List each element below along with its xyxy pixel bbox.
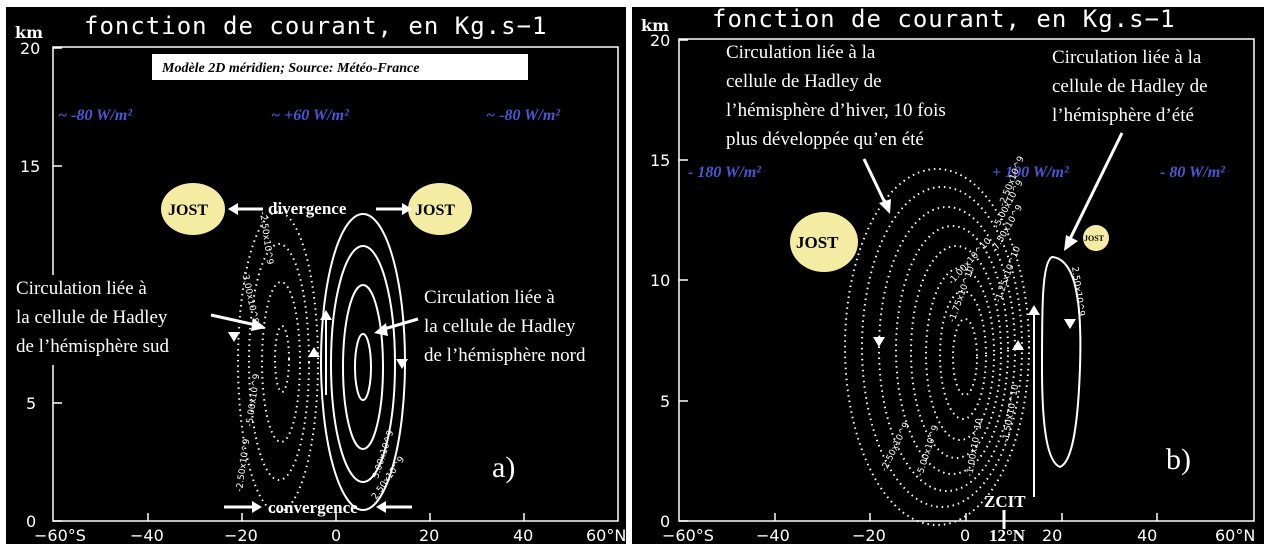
flux-b-north: - 80 W/m²	[1160, 164, 1226, 181]
convergence-label: convergence	[268, 498, 358, 517]
source-text: Modèle 2D méridien; Source: Météo-France	[161, 61, 419, 76]
note-summer-arrow	[1064, 132, 1124, 251]
panel-a-xtick-40: 40	[513, 526, 533, 544]
note-north-arrow	[374, 317, 419, 336]
note-summer-line1: Circulation liée à la	[1052, 47, 1202, 68]
contour-label-a1: -3.00x10^9	[239, 271, 260, 326]
convergence-arrows	[224, 501, 412, 513]
panel-b-tickmarks	[679, 39, 1158, 522]
panel-a-label: a)	[492, 451, 515, 484]
panel-b-title: fonction de courant, en Kg.s−1	[712, 7, 1175, 33]
contour-label-a4: -2.50x10^9	[235, 438, 252, 492]
panel-b-ytick-15: 15	[650, 151, 670, 170]
panel-b-xtick-40: 40	[1137, 526, 1157, 544]
jost-north-ellipse	[408, 183, 472, 235]
note-north-line3: de l’hémisphère nord	[424, 345, 586, 366]
panel-a-ytick-15: 15	[20, 157, 40, 176]
panel-b-ytick-10: 10	[650, 271, 670, 290]
note-south-arrow	[210, 313, 266, 331]
panel-a: fonction de courant, en Kg.s−1 km 0 5 10…	[6, 7, 626, 544]
flow-arrows-b	[873, 305, 1076, 350]
panel-b-xtick-60s: −60°S	[662, 526, 714, 544]
jost-north-label: JOST	[415, 202, 455, 219]
panel-a-xtick-60s: −60°S	[34, 526, 86, 544]
note-winter-line1: Circulation liée à la	[726, 42, 876, 63]
jost-b-summer-ellipse	[1083, 225, 1109, 251]
flux-north: ~ -80 W/m²	[486, 107, 561, 124]
note-south-bg	[14, 275, 210, 365]
panel-a-xtick-0: 0	[331, 526, 341, 544]
panel-b-plot: fonction de courant, en Kg.s−1 km 0 5 10…	[641, 7, 1255, 544]
note-north-line1: Circulation liée à	[424, 287, 555, 308]
divergence-label: divergence	[268, 199, 347, 218]
flow-arrows-a	[228, 310, 408, 369]
panel-b-xtick-m20: −20	[852, 526, 886, 544]
contour-label-a2: -2.50x10^9	[257, 211, 274, 265]
contours-south-cell	[237, 211, 319, 513]
panel-a-xtick-m40: −40	[130, 526, 164, 544]
panel-a-xtick-60n: 60°N	[586, 526, 626, 544]
jost-south-label: JOST	[168, 202, 208, 219]
contour-summer-cell	[1040, 255, 1082, 469]
contour-label-b7: -1.50x10^10	[1001, 383, 1021, 443]
note-south-line1: Circulation liée à	[16, 278, 147, 299]
flux-b-south: - 180 W/m²	[688, 164, 762, 181]
zcit-label: ZCIT	[984, 492, 1026, 511]
contour-label-b10: -2.50x10^9	[880, 421, 912, 474]
contour-label-a3: -5.00x10^9	[245, 373, 262, 427]
panel-b-ytick-20: 20	[650, 31, 670, 50]
panel-b: fonction de courant, en Kg.s−1 km 0 5 10…	[632, 7, 1264, 544]
zcit-lat-label: 12°N	[989, 526, 1026, 544]
note-north-line2: la cellule de Hadley	[424, 316, 576, 337]
flux-b-equator: + 100 W/m²	[992, 164, 1070, 181]
divergence-arrows	[228, 203, 412, 215]
note-south-line2: la cellule de Hadley	[16, 307, 168, 328]
panel-b-ytick-5: 5	[660, 392, 670, 411]
contour-label-b8: -1.00x10^10	[965, 417, 985, 477]
panel-b-label: b)	[1166, 443, 1191, 476]
panel-b-y-unit: km	[641, 16, 669, 35]
note-winter-line3: l’hémisphère d’hiver, 10 fois	[726, 100, 946, 121]
panel-a-ytick-0: 0	[26, 512, 36, 531]
jost-b-winter-ellipse	[790, 212, 858, 272]
panel-b-xtick-60n: 60°N	[1215, 526, 1255, 544]
note-winter-line2: cellule de Hadley de	[726, 71, 882, 92]
panel-b-xtick-m40: −40	[756, 526, 790, 544]
note-south-line3: de l’hémisphère sud	[16, 336, 170, 357]
panel-a-ytick-20: 20	[20, 39, 40, 58]
panel-b-xtick-20: 20	[1042, 526, 1062, 544]
flux-equator: ~ +60 W/m²	[271, 107, 350, 124]
panel-a-xtick-m20: −20	[224, 526, 258, 544]
note-winter-arrow	[862, 158, 891, 214]
source-box	[152, 54, 528, 80]
panel-b-ytick-0: 0	[660, 512, 670, 531]
panel-a-title: fonction de courant, en Kg.s−1	[84, 12, 547, 40]
panel-a-xtick-20: 20	[419, 526, 439, 544]
note-summer-line2: cellule de Hadley de	[1052, 76, 1208, 97]
note-winter-line4: plus développée qu’en été	[726, 129, 924, 150]
jost-b-winter-label: JOST	[796, 233, 839, 252]
panel-a-plot: fonction de courant, en Kg.s−1 km 0 5 10…	[14, 12, 626, 544]
panel-b-xtick-0: 0	[960, 526, 970, 544]
panel-a-ytick-5: 5	[26, 394, 36, 413]
flux-south: ~ -80 W/m²	[58, 107, 133, 124]
note-summer-line3: l’hémisphère d’été	[1052, 105, 1194, 126]
jost-b-summer-label: JOST	[1084, 234, 1105, 243]
panel-a-y-unit: km	[15, 23, 43, 42]
contour-label-b11: 2.50x10^9	[1069, 266, 1086, 317]
jost-south-ellipse	[161, 183, 225, 235]
